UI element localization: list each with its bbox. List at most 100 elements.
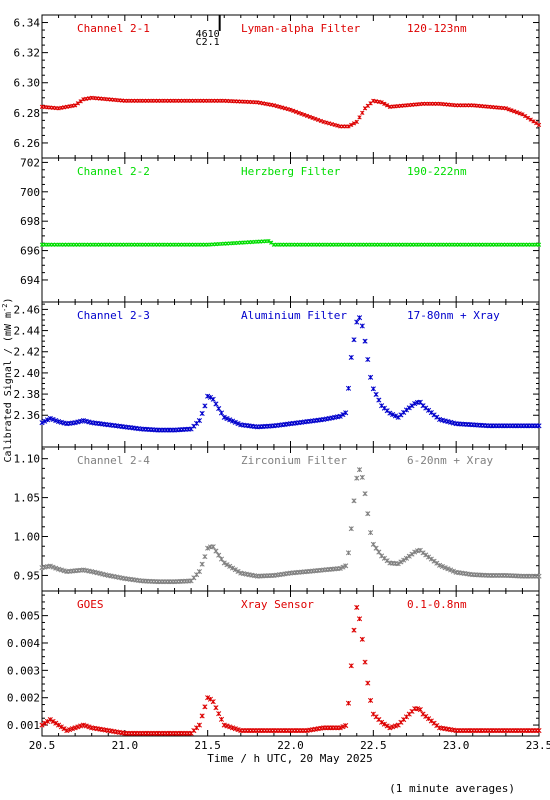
data-point <box>395 561 401 567</box>
data-point <box>448 567 454 573</box>
data-point <box>72 725 78 731</box>
data-series <box>39 604 542 736</box>
data-point <box>345 385 352 391</box>
data-point <box>536 727 542 734</box>
data-point <box>373 391 379 397</box>
data-point <box>384 103 390 108</box>
data-point <box>536 242 542 247</box>
data-point <box>302 112 307 118</box>
data-point <box>47 415 53 421</box>
data-point <box>531 119 536 124</box>
data-point <box>365 356 371 363</box>
data-point <box>196 568 202 575</box>
data-point <box>343 722 349 729</box>
data-point <box>359 323 365 329</box>
data-point <box>340 411 346 418</box>
panel-band: 190-222nm <box>407 165 467 178</box>
data-point <box>75 724 81 730</box>
data-point <box>445 566 451 572</box>
y-tick-label: 700 <box>20 186 40 199</box>
data-point <box>412 549 418 555</box>
data-point <box>520 112 525 117</box>
data-point <box>50 416 56 423</box>
data-point <box>232 726 238 732</box>
data-point <box>414 706 421 712</box>
data-point <box>354 119 359 125</box>
data-point <box>340 564 346 570</box>
data-point <box>39 420 45 426</box>
data-point <box>205 545 211 551</box>
y-tick-label: 6.26 <box>14 137 41 150</box>
data-point <box>357 115 362 120</box>
data-point <box>387 410 393 416</box>
data-point <box>379 100 384 105</box>
y-tick-label: 6.34 <box>14 17 41 30</box>
panel-frame <box>41 590 540 737</box>
data-point <box>376 397 382 403</box>
y-tick-label: 1.10 <box>14 453 41 466</box>
data-point <box>218 556 225 562</box>
data-point <box>205 695 211 701</box>
data-point <box>210 396 216 402</box>
data-point <box>390 724 396 730</box>
data-point <box>227 724 233 730</box>
data-point <box>224 723 230 729</box>
data-point <box>373 545 379 551</box>
data-point <box>47 563 53 569</box>
data-point <box>349 122 354 128</box>
panel-filter: Zirconium Filter <box>241 454 347 467</box>
data-point <box>42 720 48 726</box>
data-point <box>318 118 324 124</box>
data-point <box>227 563 233 569</box>
data-point <box>534 120 539 126</box>
panel-filter: Lyman-alpha Filter <box>241 22 361 35</box>
data-point <box>299 111 304 116</box>
y-tick-label: 0.95 <box>14 569 41 582</box>
data-point <box>67 727 73 733</box>
data-point <box>337 565 343 571</box>
data-point <box>229 418 236 424</box>
x-tick-label: 20.5 <box>29 739 56 752</box>
data-point <box>365 680 371 686</box>
data-point <box>439 563 445 570</box>
data-point <box>337 725 343 731</box>
data-point <box>506 107 511 112</box>
data-point <box>354 475 360 481</box>
x-axis-label: Time / h UTC, 20 May 2025 <box>207 752 373 765</box>
panel-title: GOES <box>77 598 104 611</box>
data-point <box>387 725 393 731</box>
data-point <box>315 117 321 123</box>
data-point <box>199 713 205 719</box>
data-point <box>50 718 56 724</box>
data-point <box>536 423 542 429</box>
data-point <box>221 560 227 566</box>
y-tick-label: 2.46 <box>14 303 41 316</box>
data-point <box>503 106 509 111</box>
x-tick-label: 21.5 <box>194 739 221 752</box>
data-point <box>370 386 376 392</box>
data-point <box>58 724 64 730</box>
data-point <box>86 724 92 730</box>
data-point <box>202 554 208 560</box>
data-point <box>78 99 83 104</box>
data-point <box>417 399 423 405</box>
panel-frame <box>41 14 540 159</box>
data-point <box>517 111 522 116</box>
data-point <box>213 548 219 554</box>
y-axis-label-main: Calibrated Signal / (mW m <box>3 312 14 463</box>
data-point <box>53 720 59 726</box>
data-point <box>56 722 62 728</box>
x-tick-label: 22.5 <box>360 739 387 752</box>
y-tick-label: 6.30 <box>14 77 41 90</box>
data-point <box>362 659 368 665</box>
y-axis-label: Calibrated Signal / (mW m-2) <box>1 298 14 463</box>
data-point <box>213 401 219 407</box>
data-point <box>50 564 56 570</box>
data-point <box>379 719 385 725</box>
y-tick-label: 0.001 <box>7 719 40 732</box>
data-point <box>442 565 448 571</box>
data-point <box>348 663 354 669</box>
data-series <box>39 238 542 247</box>
data-point <box>235 420 241 427</box>
data-point <box>218 716 225 722</box>
